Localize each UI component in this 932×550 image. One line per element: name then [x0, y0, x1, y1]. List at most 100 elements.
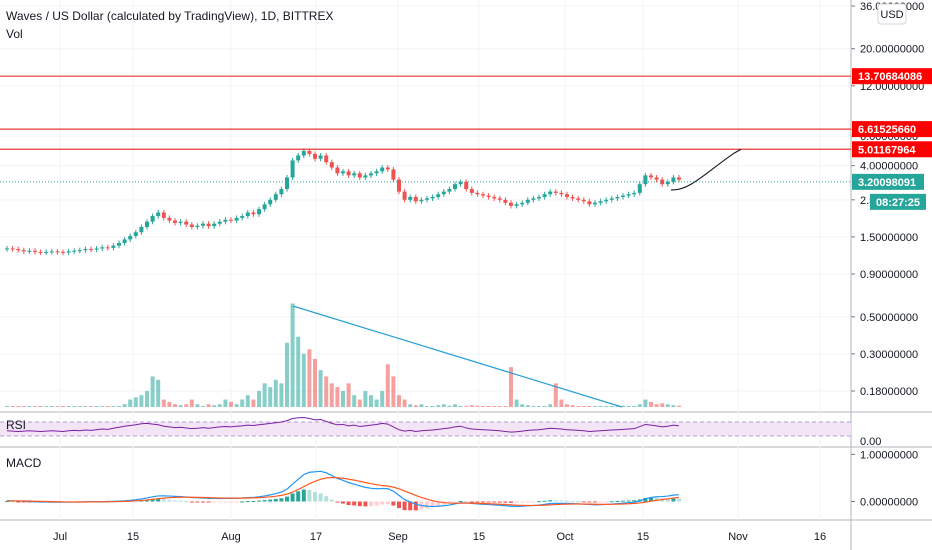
macd-hist-bar	[671, 498, 676, 502]
candle-body	[604, 199, 609, 202]
volume-trend-line[interactable]	[292, 305, 623, 408]
currency-button[interactable]: USD	[877, 3, 907, 25]
volume-bar	[598, 406, 603, 407]
price-tags: 13.70684086 6.61525660 5.01167964 3.2009809…	[852, 68, 932, 210]
volume-bar	[16, 406, 21, 407]
volume-bar	[44, 406, 49, 407]
volume-bar	[217, 404, 222, 407]
volume-bar	[133, 397, 138, 407]
candle-body	[279, 189, 284, 195]
candle-body	[441, 191, 446, 195]
candle-body	[77, 250, 82, 252]
volume-bar	[464, 406, 469, 407]
macd-hist-bar	[150, 498, 155, 502]
candle-body	[100, 247, 105, 249]
volume-bar	[195, 404, 200, 407]
volume-bar	[458, 406, 463, 407]
macd-hist-bar	[570, 501, 575, 503]
macd-hist-bar	[178, 500, 183, 502]
time-axis[interactable]: Jul 15 Aug 17 Sep 15 Oct 15 Nov 16	[53, 531, 826, 543]
volume-bar	[374, 399, 379, 407]
volume-bar	[492, 406, 497, 407]
volume-bar	[285, 342, 289, 407]
candle-body	[117, 242, 121, 246]
volume-bar	[273, 379, 278, 407]
candle-body	[632, 192, 637, 195]
macd-hist-bar	[273, 498, 278, 502]
rsi-band	[0, 422, 851, 436]
candle-body	[509, 202, 513, 206]
macd-hist-bar	[357, 501, 362, 507]
candle-body	[503, 199, 508, 203]
candle-body	[565, 194, 569, 197]
volume-bar	[649, 401, 653, 407]
candle-body	[587, 201, 592, 205]
candle-body	[296, 155, 301, 161]
volume-bar	[559, 399, 564, 407]
volume-bar	[49, 406, 54, 407]
macd-hist-bar	[257, 500, 261, 502]
macd-hist-bar	[453, 501, 457, 503]
candle-body	[570, 196, 575, 199]
volume-bar	[565, 404, 569, 407]
volume-bar	[5, 406, 9, 407]
volume-bar	[178, 405, 183, 407]
volume-bar	[262, 383, 267, 407]
volume-bar	[223, 399, 228, 407]
currency-button-label: USD	[880, 9, 903, 21]
candle-body	[21, 250, 26, 252]
volume-bar	[587, 406, 592, 407]
candle-body	[38, 251, 43, 253]
macd-hist-bar	[436, 501, 441, 506]
volume-bar	[385, 364, 390, 407]
candles	[5, 148, 681, 256]
volume-bar	[240, 399, 245, 407]
price-projection-path[interactable]	[670, 148, 742, 191]
candle-body	[626, 194, 631, 196]
volume-bar	[520, 404, 525, 407]
rsi-line	[6, 416, 680, 433]
price-tick-label: 0.30000000	[860, 349, 918, 361]
candle-body	[425, 198, 429, 200]
volume-bar	[173, 404, 177, 407]
candle-body	[514, 204, 519, 206]
price-tick-label: 20.00000000	[860, 44, 924, 56]
volume-bar	[408, 404, 413, 407]
volume-bar	[660, 403, 665, 407]
macd-hist-bar	[335, 501, 340, 503]
volume-bar	[397, 395, 401, 407]
candle-body	[133, 232, 138, 236]
volume-bar	[497, 406, 502, 407]
volume-bars	[5, 303, 681, 407]
volume-bar	[301, 353, 306, 407]
macd-hist-bar	[173, 500, 177, 502]
macd-hist-bar	[223, 501, 228, 503]
candle-body	[301, 150, 306, 156]
macd-hist-bar	[626, 500, 631, 502]
volume-bar	[161, 399, 166, 407]
candle-body	[313, 153, 317, 159]
candle-body	[447, 189, 452, 192]
candle-body	[531, 198, 536, 200]
volume-bar	[257, 391, 261, 407]
macd-hist-bar	[301, 489, 306, 502]
volume-bar	[369, 395, 373, 407]
macd-hist-bar	[509, 501, 513, 503]
macd-hist-bar	[329, 499, 334, 502]
volume-bar	[122, 404, 127, 407]
macd-hist-bar	[598, 501, 603, 503]
macd-hist-bar	[161, 499, 166, 502]
macd-hist-bar	[268, 499, 273, 502]
candle-body	[89, 249, 93, 251]
volume-bar	[189, 399, 194, 407]
candle-body	[245, 212, 250, 217]
level-tag-label: 13.70684086	[858, 71, 922, 83]
horizontal-levels[interactable]	[0, 75, 851, 150]
macd-hist-bar	[397, 501, 401, 509]
candle-body	[548, 191, 553, 195]
level-tag-label: 6.61525660	[858, 124, 916, 136]
volume-bar	[665, 404, 670, 407]
candle-body	[324, 155, 329, 163]
candle-body	[542, 194, 547, 197]
